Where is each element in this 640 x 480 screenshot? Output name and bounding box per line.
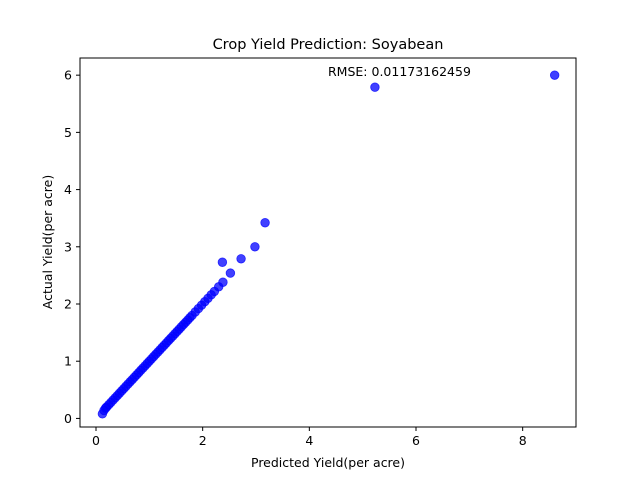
x-axis-ticks: 0 2 4 6 8 bbox=[92, 427, 527, 448]
data-point bbox=[225, 268, 236, 278]
y-tick-label: 5 bbox=[64, 125, 72, 140]
plot-frame bbox=[79, 57, 577, 428]
y-tick-label: 0 bbox=[64, 411, 72, 426]
x-tick-label: 6 bbox=[412, 433, 420, 448]
x-tick-label: 8 bbox=[519, 433, 527, 448]
y-tick-label: 3 bbox=[64, 239, 72, 254]
y-axis-label: Actual Yield(per acre) bbox=[40, 175, 55, 309]
data-point bbox=[236, 254, 246, 264]
chart-title: Crop Yield Prediction: Soyabean bbox=[213, 37, 444, 53]
data-point bbox=[218, 277, 228, 287]
x-axis-label: Predicted Yield(per acre) bbox=[251, 455, 405, 470]
y-tick-label: 4 bbox=[64, 182, 72, 197]
x-tick-label: 2 bbox=[199, 433, 207, 448]
data-points bbox=[97, 70, 560, 419]
y-tick-label: 2 bbox=[64, 297, 72, 312]
y-tick-label: 6 bbox=[64, 68, 72, 83]
y-tick-label: 1 bbox=[64, 354, 72, 369]
data-point bbox=[549, 70, 560, 80]
x-tick-label: 4 bbox=[305, 433, 313, 448]
rmse-annotation: RMSE: 0.01173162459 bbox=[328, 64, 471, 79]
y-axis-ticks: 0 1 2 3 4 5 6 bbox=[64, 68, 80, 426]
x-tick-label: 0 bbox=[92, 433, 100, 448]
data-point bbox=[217, 257, 228, 267]
data-point bbox=[370, 82, 380, 92]
data-point bbox=[260, 218, 270, 228]
data-point bbox=[250, 242, 260, 252]
